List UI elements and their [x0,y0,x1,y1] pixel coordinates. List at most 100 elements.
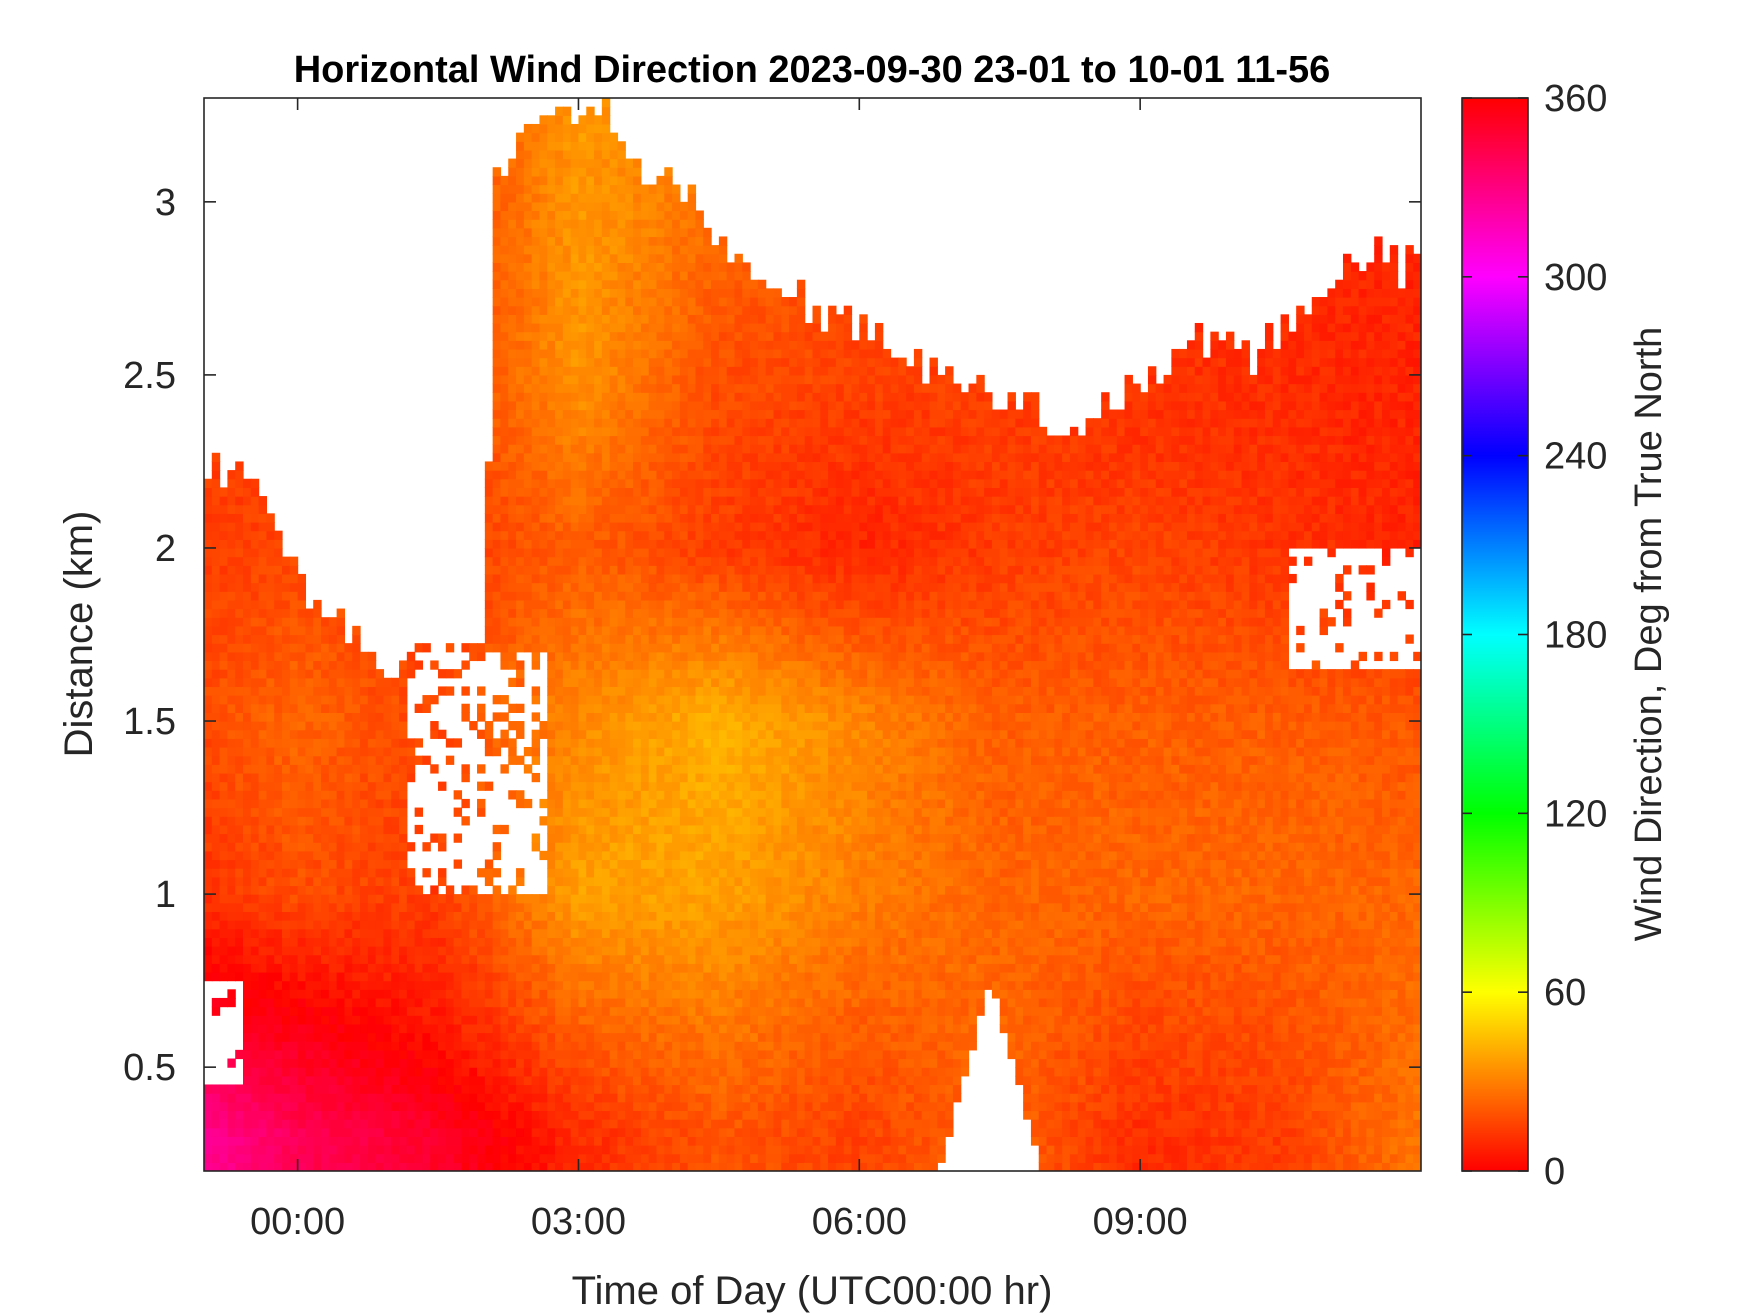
heatmap-cell [601,496,611,506]
heatmap-cell [640,885,650,895]
heatmap-cell [500,392,509,402]
heatmap-cell [562,149,572,160]
heatmap-cell [601,842,611,852]
heatmap-cell [594,746,603,757]
heatmap-cell [648,946,658,956]
heatmap-cell [640,288,650,298]
heatmap-cell [344,946,353,956]
heatmap-cell [235,1093,244,1103]
heatmap-cell [406,764,416,774]
heatmap-cell [305,1049,314,1060]
heatmap-cell [586,859,595,869]
heatmap-cell [274,703,283,713]
heatmap-cell [656,868,665,878]
heatmap-cell [235,902,244,912]
heatmap-cell [578,366,587,376]
heatmap-cell [555,876,564,887]
heatmap-cell [313,971,322,982]
heatmap-cell [492,989,502,999]
heatmap-cell [219,911,228,921]
heatmap-cell [594,193,603,203]
heatmap-cell [625,513,634,523]
heatmap-cell [477,1136,486,1146]
heatmap-cell [672,980,681,990]
heatmap-cell [547,409,556,419]
heatmap-cell [344,1153,353,1163]
heatmap-cell [570,833,580,843]
heatmap-cell [258,772,268,783]
heatmap-cell [648,746,658,757]
heatmap-cell [562,175,572,186]
heatmap-cell [453,1093,463,1103]
heatmap-cell [640,902,650,912]
heatmap-cell [422,1032,431,1042]
heatmap-cell [289,928,299,938]
heatmap-cell [375,997,385,1008]
heatmap-cell [539,565,548,575]
heatmap-cell [609,522,619,532]
heatmap-cell [578,210,587,220]
heatmap-cell [258,703,268,713]
heatmap-cell [430,1075,439,1086]
heatmap-cell [625,937,634,947]
heatmap-cell [211,1153,221,1163]
heatmap-cell [633,288,642,298]
heatmap-cell [469,1162,478,1171]
heatmap-cell [414,824,424,835]
heatmap-cell [274,746,283,757]
heatmap-cell [547,946,556,956]
heatmap-cell [640,703,650,713]
heatmap-cell [508,279,517,289]
heatmap-cell [204,894,213,904]
heatmap-cell [414,807,424,817]
heatmap-cell [258,686,268,696]
heatmap-cell [375,1015,385,1025]
heatmap-cell [289,1084,299,1094]
heatmap-cell [516,210,525,220]
heatmap-cell [492,496,502,506]
heatmap-cell [399,790,408,800]
heatmap-cell [211,971,221,982]
heatmap-cell [258,1006,268,1016]
heatmap-cell [570,755,580,765]
heatmap-cell [679,643,689,653]
heatmap-cell [672,1101,681,1112]
heatmap-cell [656,426,665,437]
heatmap-cell [664,790,673,800]
heatmap-cell [375,1119,385,1129]
heatmap-cell [391,1162,400,1171]
heatmap-cell [555,643,564,653]
heatmap-cell [586,314,595,324]
heatmap-cell [414,963,424,973]
heatmap-cell [594,1145,603,1155]
heatmap-cell [578,1006,587,1016]
heatmap-cell [297,1084,307,1094]
heatmap-cell [461,1049,470,1060]
heatmap-cell [508,946,517,956]
heatmap-cell [282,842,291,852]
heatmap-cell [625,227,634,238]
heatmap-cell [453,1015,463,1025]
heatmap-cell [282,608,291,618]
heatmap-cell [664,219,673,229]
heatmap-cell [477,686,486,696]
heatmap-cell [586,1067,595,1077]
heatmap-cell [344,1101,353,1112]
heatmap-cell [321,859,330,869]
heatmap-cell [492,1119,502,1129]
heatmap-cell [523,461,533,471]
heatmap-cell [516,1049,525,1060]
heatmap-cell [633,522,642,532]
heatmap-cell [508,262,517,272]
heatmap-cell [562,357,572,367]
heatmap-cell [204,842,213,852]
heatmap-cell [625,1145,634,1155]
heatmap-cell [477,1101,486,1112]
heatmap-cell [352,634,361,644]
heatmap-cell [547,297,556,307]
heatmap-cell [477,1006,486,1016]
heatmap-cell [656,807,665,817]
heatmap-cell [547,149,556,160]
heatmap-cell [539,340,548,350]
heatmap-cell [204,790,213,800]
